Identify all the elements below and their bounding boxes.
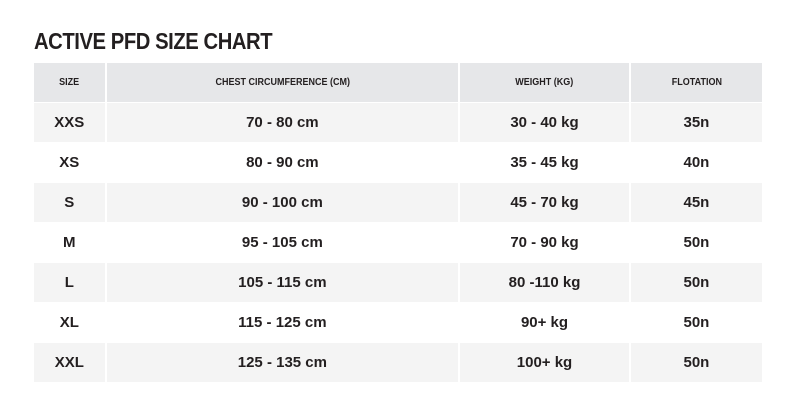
chest-cell: 80 - 90 cm <box>106 143 459 182</box>
flotation-cell: 45n <box>630 183 762 222</box>
flotation-cell: 50n <box>630 303 762 342</box>
chest-cell: 115 - 125 cm <box>106 303 459 342</box>
table-row: L 105 - 115 cm 80 -110 kg 50n <box>34 263 762 302</box>
flotation-cell: 50n <box>630 343 762 382</box>
header-row: SIZE CHEST CIRCUMFERENCE (CM) WEIGHT (KG… <box>34 63 762 102</box>
weight-cell: 45 - 70 kg <box>460 183 629 222</box>
table-row: XXS 70 - 80 cm 30 - 40 kg 35n <box>34 103 762 142</box>
size-cell: XL <box>34 303 105 342</box>
flotation-cell: 50n <box>630 223 762 262</box>
size-cell: XXL <box>34 343 105 382</box>
size-chart-table: SIZE CHEST CIRCUMFERENCE (CM) WEIGHT (KG… <box>32 62 764 383</box>
size-cell: XXS <box>34 103 105 142</box>
size-cell: S <box>34 183 105 222</box>
size-cell: XS <box>34 143 105 182</box>
weight-cell: 35 - 45 kg <box>460 143 629 182</box>
size-cell: M <box>34 223 105 262</box>
chest-cell: 95 - 105 cm <box>106 223 459 262</box>
column-header-weight: WEIGHT (KG) <box>460 63 629 102</box>
table-row: M 95 - 105 cm 70 - 90 kg 50n <box>34 223 762 262</box>
chest-cell: 90 - 100 cm <box>106 183 459 222</box>
flotation-cell: 50n <box>630 263 762 302</box>
page-title: ACTIVE PFD SIZE CHART <box>34 28 273 54</box>
flotation-cell: 35n <box>630 103 762 142</box>
chest-cell: 105 - 115 cm <box>106 263 459 302</box>
chest-cell: 125 - 135 cm <box>106 343 459 382</box>
chest-cell: 70 - 80 cm <box>106 103 459 142</box>
column-header-size: SIZE <box>34 63 105 102</box>
flotation-cell: 40n <box>630 143 762 182</box>
table-row: S 90 - 100 cm 45 - 70 kg 45n <box>34 183 762 222</box>
table-row: XXL 125 - 135 cm 100+ kg 50n <box>34 343 762 382</box>
table-row: XL 115 - 125 cm 90+ kg 50n <box>34 303 762 342</box>
table-row: XS 80 - 90 cm 35 - 45 kg 40n <box>34 143 762 182</box>
weight-cell: 70 - 90 kg <box>460 223 629 262</box>
weight-cell: 90+ kg <box>460 303 629 342</box>
size-cell: L <box>34 263 105 302</box>
column-header-chest: CHEST CIRCUMFERENCE (CM) <box>106 63 459 102</box>
column-header-flotation: FLOTATION <box>630 63 762 102</box>
weight-cell: 80 -110 kg <box>460 263 629 302</box>
weight-cell: 30 - 40 kg <box>460 103 629 142</box>
weight-cell: 100+ kg <box>460 343 629 382</box>
